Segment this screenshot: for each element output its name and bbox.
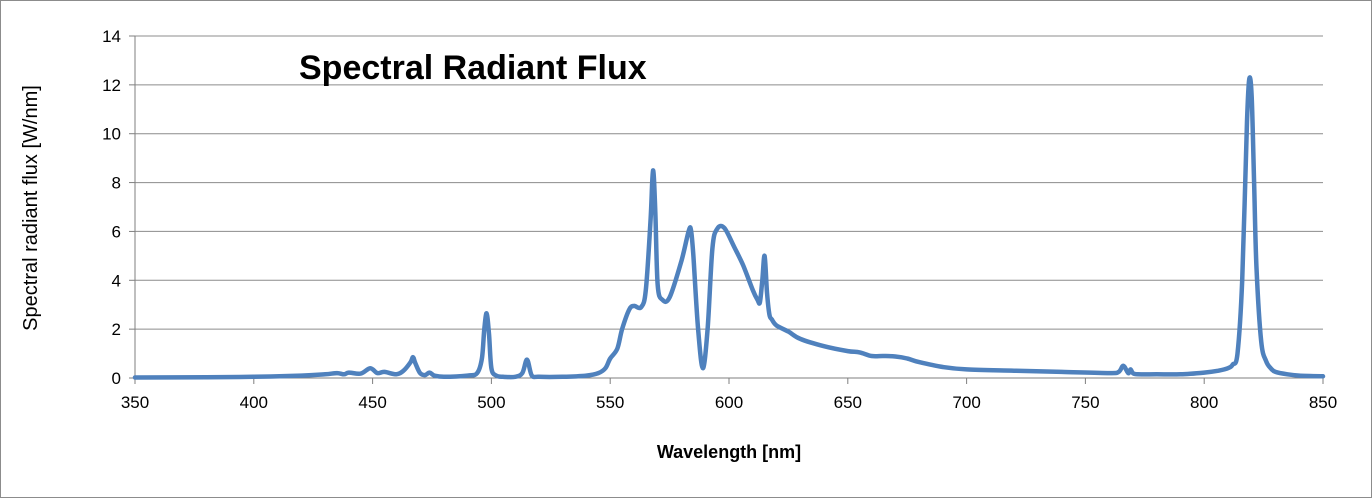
tick-labels: 0 2 4 6 8 10 12 14 350 400 450 500 550 600 650 700 750 80…	[102, 27, 1337, 412]
series-line-spectral-flux	[132, 75, 1326, 380]
x-tick-label-800: 800	[1190, 393, 1218, 412]
tick-marks	[129, 35, 1324, 384]
y-tick-label-14: 14	[102, 27, 121, 46]
x-tick-label-550: 550	[596, 393, 624, 412]
chart-title: Spectral Radiant Flux	[299, 49, 647, 87]
y-tick-label-4: 4	[112, 271, 121, 290]
x-tick-label-350: 350	[121, 393, 149, 412]
x-tick-label-700: 700	[952, 393, 980, 412]
y-tick-label-12: 12	[102, 76, 121, 95]
x-axis-title: Wavelength [nm]	[657, 442, 801, 462]
x-tick-label-500: 500	[477, 393, 505, 412]
y-tick-label-0: 0	[112, 369, 121, 388]
x-tick-label-400: 400	[240, 393, 268, 412]
axes	[134, 36, 1323, 379]
x-tick-label-850: 850	[1309, 393, 1337, 412]
x-tick-label-750: 750	[1071, 393, 1099, 412]
y-tick-label-8: 8	[112, 174, 121, 193]
y-tick-label-10: 10	[102, 125, 121, 144]
y-tick-label-2: 2	[112, 320, 121, 339]
y-axis-title: Spectral radiant flux [W/nm]	[20, 85, 42, 331]
x-tick-label-450: 450	[358, 393, 386, 412]
x-tick-label-600: 600	[715, 393, 743, 412]
x-tick-label-650: 650	[834, 393, 862, 412]
y-tick-label-6: 6	[112, 222, 121, 241]
